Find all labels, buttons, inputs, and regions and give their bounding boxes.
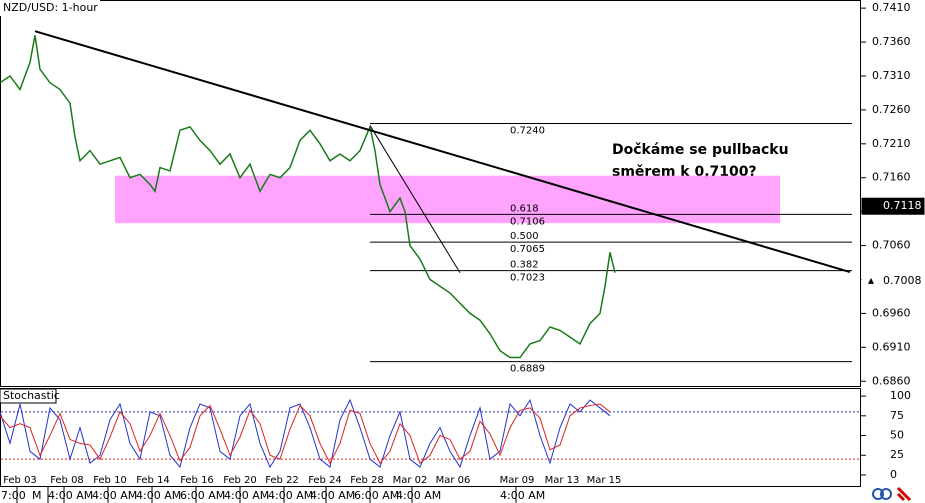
y-tick-label: 0.7360 [872,35,911,48]
stoch-title: Stochastic [3,389,60,402]
stoch-line [0,403,611,465]
x-label-2: 4:00 AM [92,489,137,502]
x-label-2: 4:00 AM [396,489,441,502]
x-label: Feb 14 [136,475,170,486]
x-label-2: 4:00 AM [48,489,93,502]
zone [115,175,780,224]
x-label: Mar 13 [545,475,580,486]
x-label: Feb 10 [93,475,127,486]
price-line [0,35,616,359]
title-bg [0,0,100,16]
x-label-2: 6:00 AM [180,489,225,502]
x-label-2: 6:00 AM [354,489,399,502]
y-tick-label: 0.7260 [872,103,911,116]
y-tick-label: 0.6910 [872,340,911,353]
annotation: Dočkáme se pullbacku [612,142,789,158]
trendline [34,30,851,273]
fib-label: 0.7065 [510,244,545,255]
stoch-line [0,398,611,469]
x-label-2: 4:00 AM [136,489,181,502]
x-label: Feb 24 [308,475,342,486]
fib-label: 0.6889 [510,364,545,375]
x-label: Mar 06 [436,475,471,486]
y-tick-label: 0.6960 [872,306,911,319]
stoch-panel [0,388,861,487]
y-tick-label: 0 [890,468,897,481]
x-label-2: 7:00 [1,489,26,502]
x-label: Feb 28 [350,475,384,486]
y-tick-label: 75 [890,409,904,422]
price-mark [861,272,925,290]
x-label: Mar 15 [587,475,622,486]
fib-label: 0.7240 [510,125,545,136]
link-icon [872,488,884,500]
y-tick-label: 0.7060 [872,239,911,252]
y-tick-label: 0.7160 [872,171,911,184]
x-label: Mar 02 [393,475,428,486]
price-mark-label: 0.7008 [883,274,922,287]
y-tick-label: 0.7410 [872,1,911,14]
y-tick-label: 0.7210 [872,137,911,150]
link-icon [880,488,892,500]
chart-title: NZD/USD: 1-hour [3,1,98,14]
y-tick-label: 100 [890,389,911,402]
y-tick-label: 25 [890,448,904,461]
x-label: Feb 08 [50,475,84,486]
x-label: Feb 03 [3,475,37,486]
y-tick-label: 50 [890,429,904,442]
x-label-2: 4:00 AM [500,489,545,502]
fib-ratio: 0.382 [510,260,539,271]
icons [872,486,912,502]
x-label-2: 4:00 AM [224,489,269,502]
x-label: Feb 16 [180,475,214,486]
price-panel [0,0,861,387]
x-label-2: 4:00 AM [268,489,313,502]
close-icon [896,486,912,502]
stoch-title-bg [0,388,57,404]
price-mark-label: 0.7118 [883,199,922,212]
y-tick-label: 0.6860 [872,374,911,387]
price-mark [861,197,925,215]
fib-label: 0.7106 [510,216,545,227]
x-label-2: 4:00 AM [310,489,355,502]
y-tick-label: 0.7310 [872,69,911,82]
x-label: Mar 09 [500,475,535,486]
thin-line [369,125,461,273]
x-label: Feb 22 [265,475,299,486]
fib-label: 0.7023 [510,273,545,284]
x-label: Feb 20 [223,475,257,486]
fib-ratio: 0.500 [510,231,539,242]
price-arrow [868,277,874,284]
x-label-2: M [32,489,42,502]
fib-ratio: 0.618 [510,203,539,214]
